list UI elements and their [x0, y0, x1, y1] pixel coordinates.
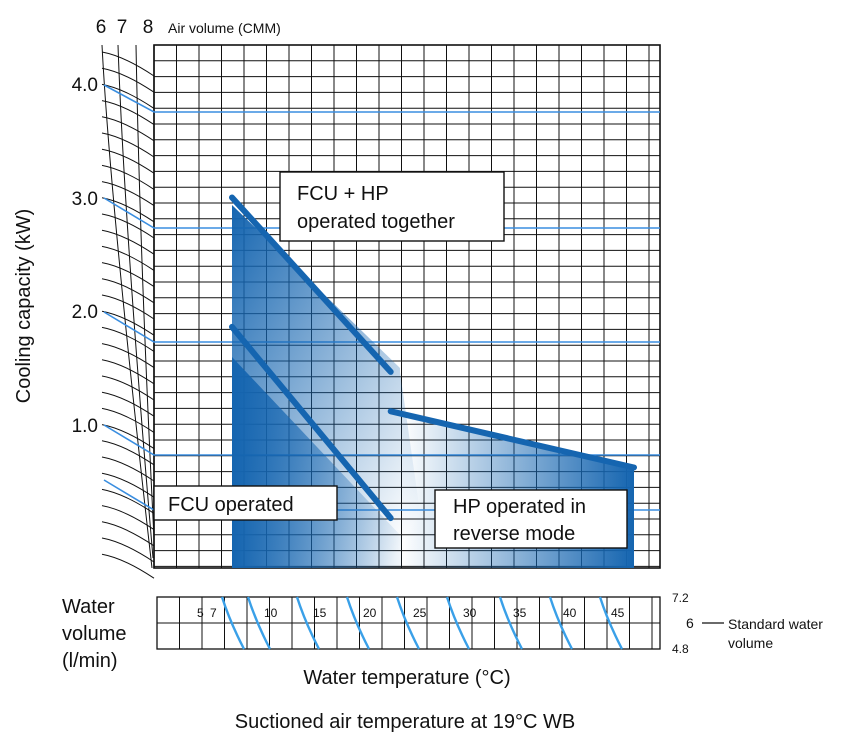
- air-volume-curve: [101, 553, 155, 579]
- air-volume-curve: [101, 375, 155, 401]
- water-flow-curve: [598, 596, 624, 650]
- water-volume-level: 4.8: [672, 642, 689, 656]
- capacity-guide-line: [103, 84, 660, 113]
- air-volume-curve-7: [117, 44, 154, 559]
- air-volume-curves: [101, 44, 155, 579]
- air-volume-tick: 8: [143, 17, 154, 38]
- air-volume-curve: [101, 537, 155, 563]
- water-flow-curve: [220, 596, 246, 650]
- annotation-text: FCU operated: [168, 494, 294, 516]
- annotation-text: reverse mode: [453, 523, 575, 545]
- standard-water-volume-label: volume: [728, 635, 773, 651]
- air-volume-curve: [101, 229, 155, 255]
- y-tick-label: 4.0: [72, 75, 98, 96]
- y-tick-label: 1.0: [72, 416, 98, 437]
- air-volume-curve-6: [101, 44, 153, 569]
- air-volume-curve: [101, 488, 155, 514]
- air-volume-curve: [101, 456, 155, 482]
- air-volume-curve: [101, 116, 155, 142]
- water-volume-level: 6: [686, 615, 694, 631]
- water-volume-label: (l/min): [62, 650, 118, 672]
- water-flow-curve: [498, 596, 524, 650]
- annotation-text: operated together: [297, 211, 455, 233]
- annotation-text: FCU + HP: [297, 183, 389, 205]
- y-tick-label: 3.0: [72, 189, 98, 210]
- air-volume-curve: [101, 245, 155, 271]
- air-volume-curve: [101, 100, 155, 126]
- water-flow-curve: [295, 596, 321, 650]
- x-tick-label: 45: [611, 606, 625, 620]
- air-volume-curve: [101, 278, 155, 304]
- annotation-box: [434, 489, 628, 549]
- air-volume-tick: 7: [117, 17, 128, 38]
- air-volume-curve: [101, 294, 155, 320]
- water-flow-curve: [395, 596, 421, 650]
- water-volume-label: volume: [62, 623, 126, 645]
- series-line-1: [229, 194, 394, 375]
- y-axis-label: Cooling capacity (kW): [13, 209, 35, 404]
- air-volume-curve-8: [135, 44, 155, 539]
- capacity-guide-line: [103, 311, 660, 343]
- air-volume-curve: [101, 51, 155, 77]
- x-tick-label: 10: [264, 606, 278, 620]
- water-flow-curve: [246, 596, 272, 650]
- water-flow-curve: [548, 596, 574, 650]
- standard-water-volume-label: Standard water: [728, 616, 823, 632]
- air-volume-curve: [101, 164, 155, 190]
- annotation-box: [279, 171, 505, 242]
- air-volume-curve: [101, 521, 155, 547]
- water-volume-level: 7.2: [672, 591, 689, 605]
- air-volume-curve: [101, 505, 155, 531]
- water-volume-table: 5 7 10 15 20 25 30 35 40 45 Water volume (l/min) 7.2 6…: [62, 591, 823, 733]
- chart-labels: 1.0 2.0 3.0 4.0 Cooling capacity (kW) 6 7 8 Air …: [13, 17, 628, 549]
- air-volume-curve: [101, 359, 155, 385]
- x-tick-label: 25: [413, 606, 427, 620]
- y-tick-label: 2.0: [72, 302, 98, 323]
- series-line-2: [229, 323, 394, 522]
- air-volume-curve: [101, 132, 155, 158]
- air-volume-label: Air volume (CMM): [168, 20, 281, 36]
- x-tick-label: 40: [563, 606, 577, 620]
- air-volume-curve: [101, 472, 155, 498]
- water-flow-curve: [445, 596, 471, 650]
- air-volume-curve: [101, 67, 155, 93]
- footnote: Suctioned air temperature at 19°C WB: [235, 711, 575, 733]
- capacity-series: [229, 194, 637, 522]
- x-tick-label: 20: [363, 606, 377, 620]
- x-tick-label: 7: [210, 606, 217, 620]
- series-line-3: [387, 408, 637, 471]
- air-volume-curve: [101, 391, 155, 417]
- air-volume-curve: [101, 213, 155, 239]
- x-tick-label: 30: [463, 606, 477, 620]
- air-volume-curve: [101, 181, 155, 207]
- x-tick-label: 35: [513, 606, 527, 620]
- air-volume-curve: [101, 440, 155, 466]
- water-volume-label: Water: [62, 596, 115, 618]
- air-volume-curve: [101, 343, 155, 369]
- air-volume-curve: [101, 326, 155, 352]
- x-tick-label: 5: [197, 606, 204, 620]
- air-volume-tick: 6: [96, 17, 107, 38]
- air-volume-curve: [101, 148, 155, 174]
- x-tick-label: 15: [313, 606, 327, 620]
- annotation-text: HP operated in: [453, 496, 586, 518]
- air-volume-curve: [101, 310, 155, 336]
- water-flow-curve: [345, 596, 371, 650]
- annotation-box: [153, 485, 338, 521]
- air-volume-curve: [101, 262, 155, 288]
- x-axis-label: Water temperature (°C): [303, 667, 510, 689]
